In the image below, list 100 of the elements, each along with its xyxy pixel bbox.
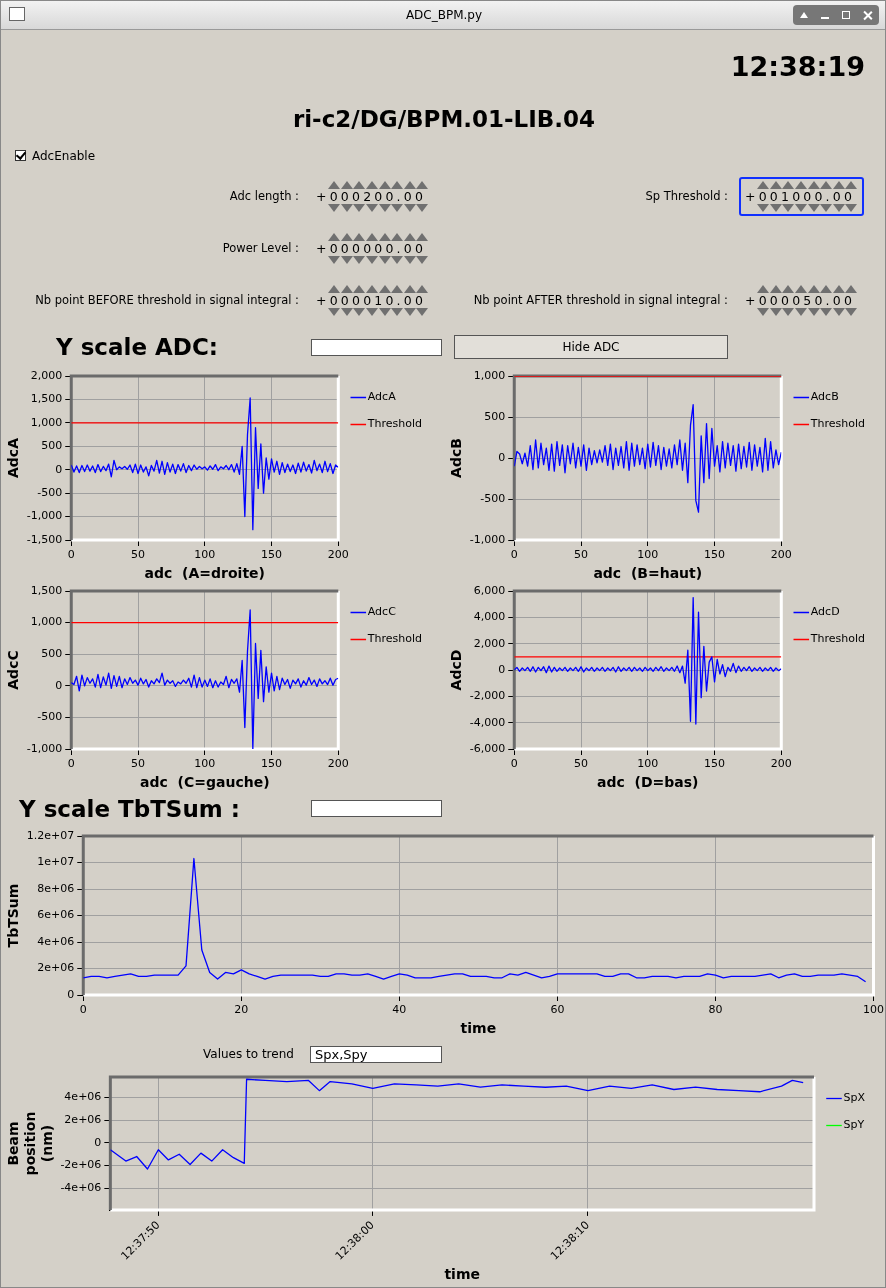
x-axis-title: adc (B=haut) <box>593 565 703 582</box>
x-tick-label: 100 <box>637 548 659 562</box>
x-tick-label: 50 <box>131 757 146 771</box>
y-tick-label: -2,000 <box>469 689 506 703</box>
y-tick-label: -500 <box>37 486 63 499</box>
button: Hide ADC <box>454 335 728 359</box>
y-tick-label: -1,000 <box>469 532 506 546</box>
y-tick-label: -2e+06 <box>60 1158 102 1172</box>
y-tick-label: 8e+06 <box>37 881 75 895</box>
y-tick-label: 500 <box>41 439 63 453</box>
y-tick-label: 0 <box>94 1135 102 1149</box>
x-tick-label: 200 <box>327 757 349 771</box>
x-tick-label: 20 <box>234 1003 249 1017</box>
text: +000010.00 <box>316 293 428 308</box>
legend-label: AdcD <box>810 605 840 619</box>
y-tick-label: -6,000 <box>469 741 506 755</box>
y-tick-label: -1,000 <box>26 741 63 755</box>
y-tick-label: 2,000 <box>473 636 506 650</box>
y-tick-label: -500 <box>480 491 506 505</box>
text: Nb point AFTER threshold in signal integral : <box>473 293 728 307</box>
y-tick-label: 1,500 <box>30 583 63 597</box>
text-field: Spx,Spy <box>310 1046 442 1063</box>
x-tick-label: 100 <box>194 548 216 562</box>
x-tick-label: 60 <box>550 1003 565 1017</box>
legend-label: Threshold <box>366 632 423 646</box>
y-tick-label: 4e+06 <box>64 1090 102 1104</box>
legend-label: AdcA <box>367 390 397 404</box>
legend-label: AdcB <box>810 390 839 404</box>
y-tick-label: 1,000 <box>30 415 63 429</box>
text: Values to trend <box>203 1047 294 1061</box>
y-tick-label: 6e+06 <box>37 908 75 922</box>
text: ri-c2/DG/BPM.01-LIB.04 <box>291 106 597 132</box>
text: +000200.00 <box>316 189 428 204</box>
x-tick-label: 150 <box>704 757 726 771</box>
text: 12:38:19 <box>730 51 865 82</box>
y-axis-title: AdcB <box>448 438 465 478</box>
x-tick-label: 150 <box>261 757 283 771</box>
text: Sp Threshold : <box>645 189 728 203</box>
legend-label: SpY <box>843 1118 865 1132</box>
y-axis-title: TbTSum <box>5 883 22 948</box>
x-tick-label: 100 <box>194 757 216 771</box>
text: Nb point BEFORE threshold in signal integral : <box>35 293 299 307</box>
chart-title: Y scale TbTSum : <box>19 796 240 822</box>
text: Adc length : <box>229 189 299 203</box>
y-tick-label: 0 <box>498 662 506 676</box>
y-tick-label: 1.2e+07 <box>26 828 75 842</box>
y-tick-label: 500 <box>484 409 506 423</box>
y-tick-label: 4,000 <box>473 610 506 624</box>
text: +000000.00 <box>316 241 428 256</box>
legend-label: Threshold <box>809 632 866 646</box>
y-tick-label: 1,000 <box>30 615 63 629</box>
legend-label: SpX <box>843 1091 866 1105</box>
y-tick-label: 500 <box>41 647 63 661</box>
y-tick-label: 2e+06 <box>37 961 75 975</box>
y-tick-label: 0 <box>498 450 506 464</box>
x-tick-label: 50 <box>574 548 589 562</box>
x-tick-label: 80 <box>708 1003 723 1017</box>
x-tick-label: 0 <box>510 757 518 771</box>
y-tick-label: 0 <box>55 678 63 692</box>
y-tick-label: 1,000 <box>473 368 506 382</box>
y-tick-label: 4e+06 <box>37 934 75 948</box>
y-axis-title: AdcD <box>448 649 465 691</box>
x-tick-label: 150 <box>704 548 726 562</box>
y-axis-title: AdcC <box>5 650 22 690</box>
x-axis-title: adc (C=gauche) <box>140 774 270 791</box>
x-tick-label: 0 <box>510 548 518 562</box>
x-axis-title: adc (D=bas) <box>597 774 699 791</box>
legend-label: Threshold <box>809 417 866 431</box>
y-tick-label: 2,000 <box>30 368 63 382</box>
x-tick-label: 40 <box>392 1003 407 1017</box>
x-axis-title: time <box>460 1020 497 1037</box>
legend-label: AdcC <box>367 605 397 619</box>
y-tick-label: 0 <box>67 987 75 1001</box>
text: +001000.00 <box>745 189 857 204</box>
y-tick-label: -4e+06 <box>60 1181 102 1195</box>
x-tick-label: 100 <box>637 757 659 771</box>
y-tick-label: -1,000 <box>26 509 63 523</box>
y-tick-label: 2e+06 <box>64 1113 102 1127</box>
text: AdcEnable <box>32 149 96 163</box>
text: +000050.00 <box>745 293 857 308</box>
x-axis-title: adc (A=droite) <box>144 565 265 582</box>
y-tick-label: -4,000 <box>469 715 506 729</box>
y-tick-label: 6,000 <box>473 583 506 597</box>
y-axis-title: AdcA <box>5 437 22 478</box>
x-axis-title: time <box>444 1266 480 1283</box>
x-tick-label: 200 <box>770 757 792 771</box>
legend-label: Threshold <box>366 417 423 431</box>
y-tick-label: 0 <box>55 462 63 476</box>
y-tick-label: -1,500 <box>26 532 63 546</box>
x-tick-label: 150 <box>261 548 283 562</box>
x-tick-label: 50 <box>574 757 589 771</box>
x-tick-label: 200 <box>770 548 792 562</box>
y-tick-label: 1,500 <box>30 392 63 406</box>
x-tick-label: 100 <box>863 1003 884 1017</box>
text: Y scale ADC: <box>56 334 218 360</box>
y-tick-label: 1e+07 <box>37 855 75 869</box>
y-tick-label: -500 <box>37 710 63 724</box>
x-tick-label: 50 <box>131 548 146 562</box>
x-tick-label: 200 <box>327 548 349 562</box>
text: ADC_BPM.py <box>404 8 484 22</box>
